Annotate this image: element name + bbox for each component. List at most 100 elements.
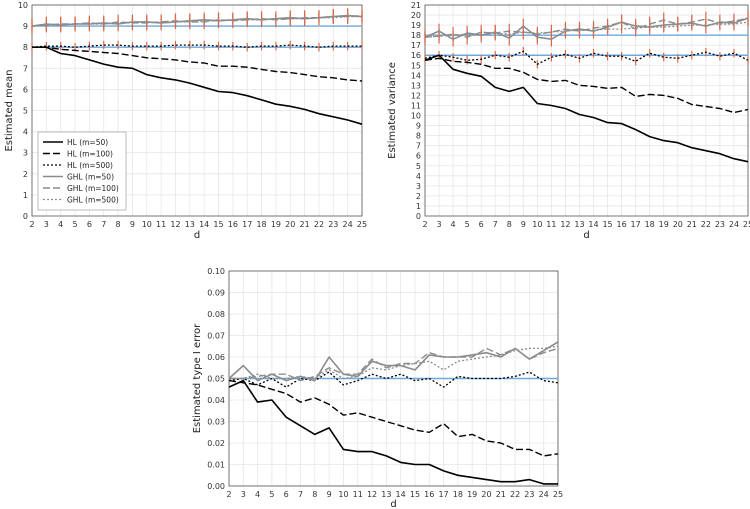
x-tick-label: 19 [467,490,477,499]
x-tick-label: 23 [524,490,534,499]
series-line-4 [424,17,749,38]
y-tick-label: 2 [23,170,28,179]
x-tick-label: 9 [521,220,526,229]
x-tick-label: 2 [226,490,231,499]
series-line-4 [229,347,559,382]
x-tick-label: 20 [285,220,295,229]
y-tick-label: 1 [416,202,421,211]
y-tick-label: 0 [23,212,28,221]
x-tick-label: 9 [327,490,332,499]
x-tick-label: 17 [438,490,448,499]
y-tick-label: 13 [411,81,421,90]
x-tick-label: 13 [381,490,391,499]
y-tick-label: 3 [23,149,28,158]
x-axis-label: d [194,230,200,241]
series-line-3 [228,341,559,382]
plot-frame [31,4,363,217]
y-tick-label: 8 [23,43,28,52]
x-tick-label: 20 [673,220,683,229]
y-tick-label: 8 [416,132,421,141]
y-axis-label: Estimated type I error [192,323,203,433]
x-tick-label: 2 [29,220,34,229]
y-tick-label: 5 [416,162,421,171]
x-tick-label: 16 [424,490,434,499]
y-tick-label: 18 [411,31,421,40]
x-tick-label: 19 [659,220,669,229]
x-tick-label: 15 [213,220,223,229]
y-tick-label: 15 [411,61,421,70]
x-tick-label: 11 [353,490,363,499]
x-tick-label: 2 [422,220,427,229]
x-tick-label: 18 [256,220,266,229]
x-tick-label: 6 [479,220,484,229]
y-tick-label: 0.03 [207,418,225,427]
y-tick-label: 20 [411,11,421,20]
x-tick-label: 8 [312,490,317,499]
x-tick-label: 21 [300,220,310,229]
series-line-5 [31,15,362,27]
y-tick-label: 0.07 [207,332,225,341]
x-tick-label: 24 [343,220,353,229]
y-tick-label: 0.02 [207,439,225,448]
series-line-3 [31,14,363,27]
x-tick-label: 8 [507,220,512,229]
legend-entry: HL (m=500) [67,161,113,170]
x-tick-label: 22 [701,220,711,229]
y-axis-label: Estimated variance [387,62,398,159]
x-tick-label: 7 [101,220,106,229]
y-tick-label: 10 [411,112,421,121]
x-tick-label: 21 [687,220,697,229]
x-tick-label: 14 [396,490,406,499]
chart-typeI: 0.00 0.01 0.02 0.03 0.04 0.05 0.06 0.07 0.08 0.09… [192,267,563,509]
x-tick-label: 25 [357,220,367,229]
y-tick-label: 14 [411,71,421,80]
x-tick-label: 3 [44,220,49,229]
legend-entry: GHL (m=100) [67,184,119,193]
plot-area [425,5,748,216]
x-tick-label: 16 [617,220,627,229]
x-tick-label: 22 [510,490,520,499]
y-tick-label: 7 [23,64,28,73]
x-tick-label: 18 [645,220,655,229]
legend-entry: GHL (m=500) [67,196,119,205]
y-tick-label: 19 [411,21,421,30]
x-tick-label: 24 [729,220,739,229]
y-tick-label: 17 [411,41,421,50]
x-tick-label: 23 [328,220,338,229]
y-tick-label: 5 [23,107,28,116]
x-tick-label: 18 [453,490,463,499]
y-tick-label: 6 [416,152,421,161]
series-line-2 [424,50,749,65]
y-tick-label: 0.04 [207,396,225,405]
x-tick-label: 14 [588,220,598,229]
x-tick-label: 24 [539,490,549,499]
y-tick-label: 0.06 [207,353,225,362]
x-tick-label: 10 [338,490,348,499]
series-line-0 [424,54,749,163]
x-tick-label: 4 [451,220,456,229]
x-tick-label: 11 [546,220,556,229]
x-tick-label: 7 [493,220,498,229]
x-tick-label: 7 [298,490,303,499]
series-line-1 [32,46,363,82]
y-tick-label: 21 [411,1,421,10]
x-tick-label: 12 [560,220,570,229]
x-tick-label: 3 [241,490,246,499]
y-tick-label: 3 [416,182,421,191]
x-tick-label: 15 [602,220,612,229]
x-tick-label: 5 [72,220,77,229]
series-line-0 [228,379,558,485]
y-tick-label: 11 [411,101,421,110]
x-tick-label: 13 [185,220,195,229]
x-axis-label: d [583,230,589,241]
x-tick-label: 4 [255,490,260,499]
x-tick-label: 14 [199,220,209,229]
y-tick-label: 12 [411,91,421,100]
x-tick-label: 19 [271,220,281,229]
y-tick-label: 16 [411,51,421,60]
y-axis-label: Estimated mean [4,69,15,151]
series-line-2 [228,371,559,388]
y-tick-label: 0.09 [207,289,225,298]
